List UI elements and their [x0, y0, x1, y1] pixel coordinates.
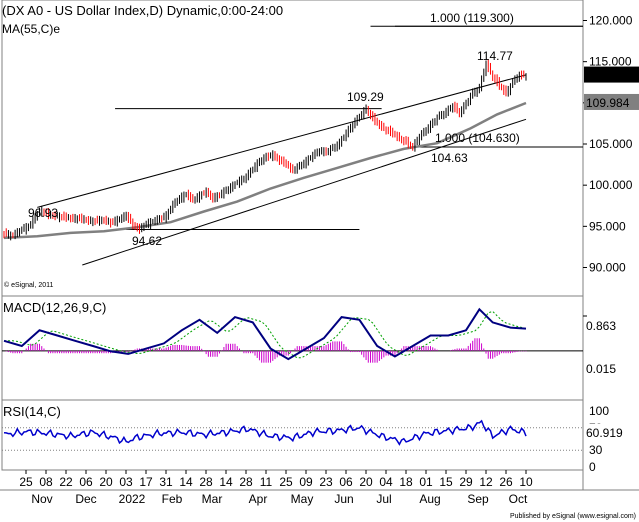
x-tick-label: 08	[39, 475, 53, 489]
x-month-label: Jun	[334, 492, 353, 506]
y-tick-label: 120.000	[589, 14, 633, 28]
x-month-label: Feb	[162, 492, 183, 506]
nov-high-label: 96.93	[28, 206, 58, 220]
footer-credit: Published by eSignal (www.esignal.com)	[510, 513, 636, 520]
copyright-text: © eSignal, 2011	[4, 281, 54, 289]
macd-badge: 0.863	[586, 319, 616, 333]
price-badge-bg	[584, 66, 639, 83]
x-tick-label: 15	[439, 475, 453, 489]
macd-zero-badge-bg	[584, 360, 639, 376]
jan-low-label: 94.62	[132, 234, 162, 248]
y-tick-label: 100.000	[589, 178, 633, 192]
x-month-label: Nov	[31, 492, 52, 506]
x-tick-label: 23	[319, 475, 333, 489]
x-tick-label: 28	[199, 475, 213, 489]
macd-signal-line	[4, 310, 524, 359]
x-month-label: Aug	[419, 492, 440, 506]
aug-low-label: 104.63	[431, 151, 468, 165]
jul-high-label: 109.29	[347, 90, 384, 104]
y-tick-label: 115.000	[589, 55, 632, 69]
x-tick-label: 09	[299, 475, 313, 489]
macd-badge-bg	[584, 317, 639, 333]
price-badge: 113.311	[586, 69, 628, 83]
price-candles	[3, 59, 527, 241]
x-tick-label: 10	[519, 475, 533, 489]
ma-line	[3, 101, 527, 240]
x-tick-label: 06	[79, 475, 93, 489]
channel-lower-line	[82, 118, 527, 266]
x-tick-label: 26	[499, 475, 513, 489]
rsi-tick-label: 100	[589, 404, 609, 418]
x-tick-label: 29	[459, 475, 473, 489]
x-tick-label: 20	[99, 475, 113, 489]
x-month-label: 2022	[119, 492, 146, 506]
x-tick-label: 28	[239, 475, 253, 489]
x-tick-label: 25	[279, 475, 293, 489]
rsi-line	[3, 419, 527, 446]
x-tick-label: 20	[359, 475, 373, 489]
x-tick-label: 12	[479, 475, 493, 489]
x-tick-label: 22	[59, 475, 73, 489]
x-tick-label: 04	[379, 475, 393, 489]
x-tick-label: 01	[419, 475, 433, 489]
x-tick-label: 06	[339, 475, 353, 489]
x-tick-label: 03	[119, 475, 133, 489]
rsi-tick-label: 30	[589, 443, 603, 457]
fib-top-label: 1.000 (119.300)	[430, 11, 514, 25]
fib-mid-label: 1.000 (104.630)	[435, 131, 520, 145]
y-tick-label: 105.000	[589, 137, 633, 151]
rsi-badge-bg	[584, 423, 639, 440]
x-tick-label: 11	[260, 475, 273, 489]
rsi-tick-label: 0	[589, 460, 596, 474]
ma-badge-bg	[584, 93, 639, 110]
x-tick-label: 25	[19, 475, 33, 489]
ma-legend-label: MA(55,C)e	[2, 22, 60, 36]
y-tick-label: 95.000	[589, 219, 626, 233]
x-month-label: Dec	[75, 492, 96, 506]
x-month-label: Mar	[202, 492, 223, 506]
macd-zero-badge: 0.015	[586, 362, 616, 376]
y-tick-label: 90.000	[589, 261, 626, 275]
x-tick-label: 14	[219, 475, 233, 489]
x-tick-label: 18	[399, 475, 413, 489]
ma-badge: 109.984	[586, 96, 630, 110]
macd-histogram	[5, 338, 527, 363]
x-month-label: Oct	[509, 492, 528, 506]
macd-line	[3, 307, 527, 361]
x-month-label: Sep	[467, 492, 489, 506]
x-month-label: May	[291, 492, 314, 506]
macd-label: MACD(12,26,9,C)	[3, 300, 106, 315]
x-month-label: Apr	[249, 492, 268, 506]
rsi-label: RSI(14,C)	[3, 404, 61, 419]
chart-title: (DX A0 - US Dollar Index,D) Dynamic,0:00…	[2, 3, 283, 18]
x-tick-label: 17	[139, 475, 153, 489]
rsi-badge: 60.919	[586, 426, 623, 440]
price-panel	[1, 0, 584, 297]
x-month-label: Jul	[376, 492, 391, 506]
x-tick-label: 14	[179, 475, 193, 489]
x-tick-label: 31	[159, 475, 173, 489]
channel-upper-line	[37, 74, 527, 208]
peak-label: 114.77	[477, 49, 513, 63]
